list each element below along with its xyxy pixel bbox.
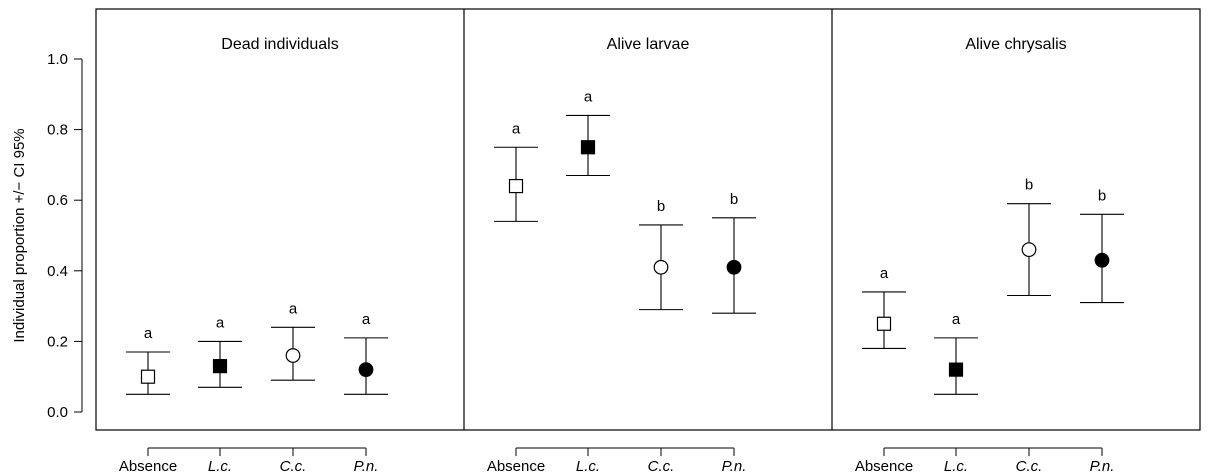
x-tick-label: L.c. xyxy=(208,458,232,474)
data-point-open-square xyxy=(508,178,524,194)
data-point-filled-square xyxy=(580,140,596,155)
x-tick-label: C.c. xyxy=(280,458,307,474)
y-tick-label: 0.2 xyxy=(47,333,68,350)
significance-label: b xyxy=(657,198,665,215)
data-point-filled-circle xyxy=(1094,252,1110,268)
significance-label: a xyxy=(512,120,521,137)
data-point-filled-square xyxy=(212,359,228,374)
data-point-open-circle xyxy=(653,259,669,275)
significance-label: a xyxy=(362,311,371,328)
significance-label: a xyxy=(216,314,225,331)
x-tick-label: C.c. xyxy=(648,458,675,474)
data-point-open-square xyxy=(140,369,156,384)
data-point-open-circle xyxy=(285,348,301,363)
significance-label: b xyxy=(1025,177,1033,194)
x-tick-label: Absence xyxy=(487,458,545,474)
plot-frame xyxy=(95,8,1201,431)
panel-title: Alive larvae xyxy=(607,36,690,53)
data-point-filled-circle xyxy=(358,362,374,378)
panel-title: Dead individuals xyxy=(221,36,338,53)
x-tick-label: L.c. xyxy=(944,458,968,474)
y-tick-label: 0.6 xyxy=(47,192,68,209)
significance-label: b xyxy=(1098,187,1106,204)
significance-label: b xyxy=(730,191,738,208)
data-point-open-square xyxy=(876,316,892,331)
significance-label: a xyxy=(584,88,593,105)
x-tick-label: Absence xyxy=(855,458,913,474)
x-tick-label: Absence xyxy=(119,458,177,474)
y-axis-title: Individual proportion +/− CI 95% xyxy=(11,128,28,342)
x-tick-label: L.c. xyxy=(576,458,600,474)
x-tick-label: P.n. xyxy=(722,458,747,474)
x-tick-label: P.n. xyxy=(1090,458,1115,474)
significance-label: a xyxy=(952,311,961,328)
significance-label: a xyxy=(144,325,153,342)
data-point-open-circle xyxy=(1021,242,1037,258)
significance-label: a xyxy=(880,265,889,282)
y-tick-label: 0.8 xyxy=(47,122,68,139)
data-point-filled-square xyxy=(948,362,964,377)
x-tick-label: P.n. xyxy=(354,458,379,474)
panel-title: Alive chrysalis xyxy=(965,36,1066,53)
significance-label: a xyxy=(289,300,298,317)
x-tick-label: C.c. xyxy=(1016,458,1043,474)
y-tick-label: 1.0 xyxy=(47,51,68,68)
data-point-filled-circle xyxy=(726,259,742,275)
y-tick-label: 0.4 xyxy=(47,263,68,280)
y-tick-label: 0.0 xyxy=(47,404,68,421)
